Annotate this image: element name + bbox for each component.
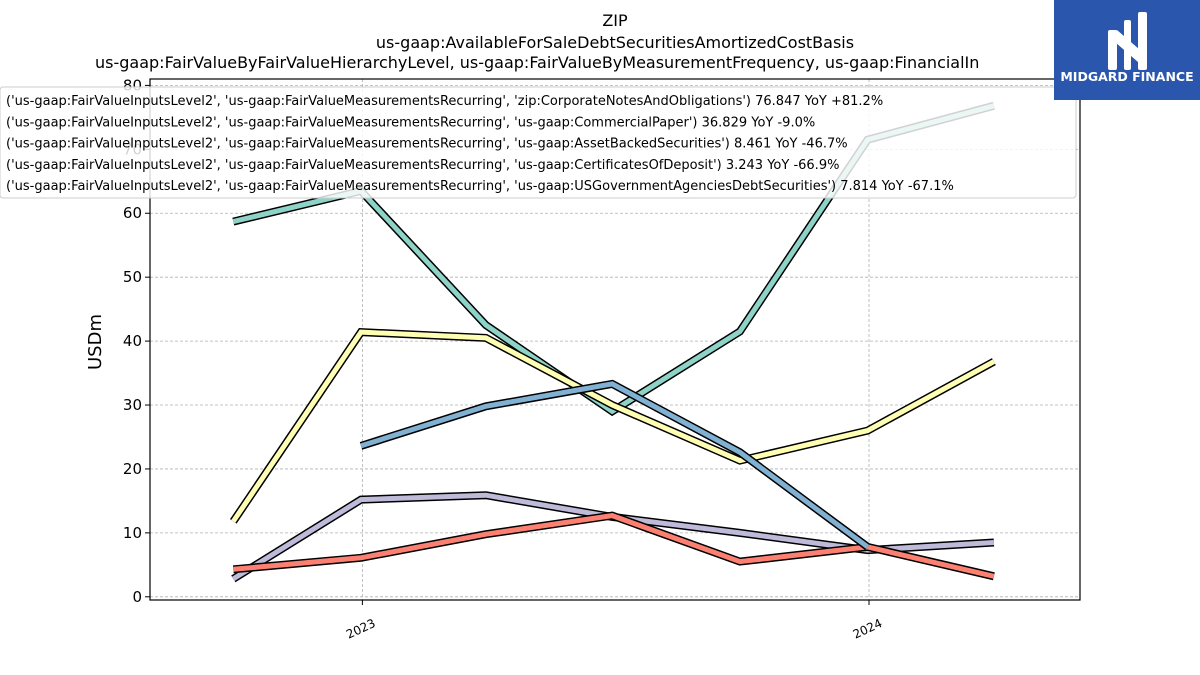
y-tick-label: 60 xyxy=(123,204,142,222)
logo-text: MIDGARD FINANCE xyxy=(1060,69,1193,84)
y-tick-label: 30 xyxy=(123,396,142,414)
chart-titles: ZIP us-gaap:AvailableForSaleDebtSecuriti… xyxy=(95,11,979,72)
legend: ('us-gaap:FairValueInputsLevel2', 'us-ga… xyxy=(0,86,1077,199)
legend-entry-1: ('us-gaap:FairValueInputsLevel2', 'us-ga… xyxy=(6,94,883,109)
series-line-outline-4 xyxy=(232,511,995,581)
series-line-5 xyxy=(360,381,870,549)
y-tick-label: 20 xyxy=(123,460,142,478)
plot-area-frame xyxy=(149,78,1081,601)
legend-box xyxy=(0,86,1077,199)
legend-entry-5: ('us-gaap:FairValueInputsLevel2', 'us-ga… xyxy=(6,179,954,194)
y-tick-label: 10 xyxy=(123,524,142,542)
y-tick-label: 50 xyxy=(123,268,142,286)
series-line-2 xyxy=(231,329,996,523)
y-axis-label: USDm xyxy=(85,314,106,370)
legend-entry-3: ('us-gaap:FairValueInputsLevel2', 'us-ga… xyxy=(6,137,848,152)
logo-mark-icon xyxy=(1108,12,1147,70)
logo: MIDGARD FINANCE xyxy=(1054,0,1200,100)
x-axis: 2023 2024 xyxy=(344,600,884,642)
y-tick-label: 0 xyxy=(132,588,142,606)
chart-subtitle: us-gaap:AvailableForSaleDebtSecuritiesAm… xyxy=(376,33,854,52)
y-tick-label: 40 xyxy=(123,332,142,350)
series-line-3 xyxy=(231,492,995,582)
legend-entry-2: ('us-gaap:FairValueInputsLevel2', 'us-ga… xyxy=(6,115,815,130)
chart-subtitle-2: us-gaap:FairValueByFairValueHierarchyLev… xyxy=(95,53,979,72)
legend-entry-4: ('us-gaap:FairValueInputsLevel2', 'us-ga… xyxy=(6,158,839,173)
chart-title: ZIP xyxy=(602,11,628,30)
x-tick-label: 2023 xyxy=(344,616,378,642)
x-tick-label: 2024 xyxy=(851,616,885,642)
